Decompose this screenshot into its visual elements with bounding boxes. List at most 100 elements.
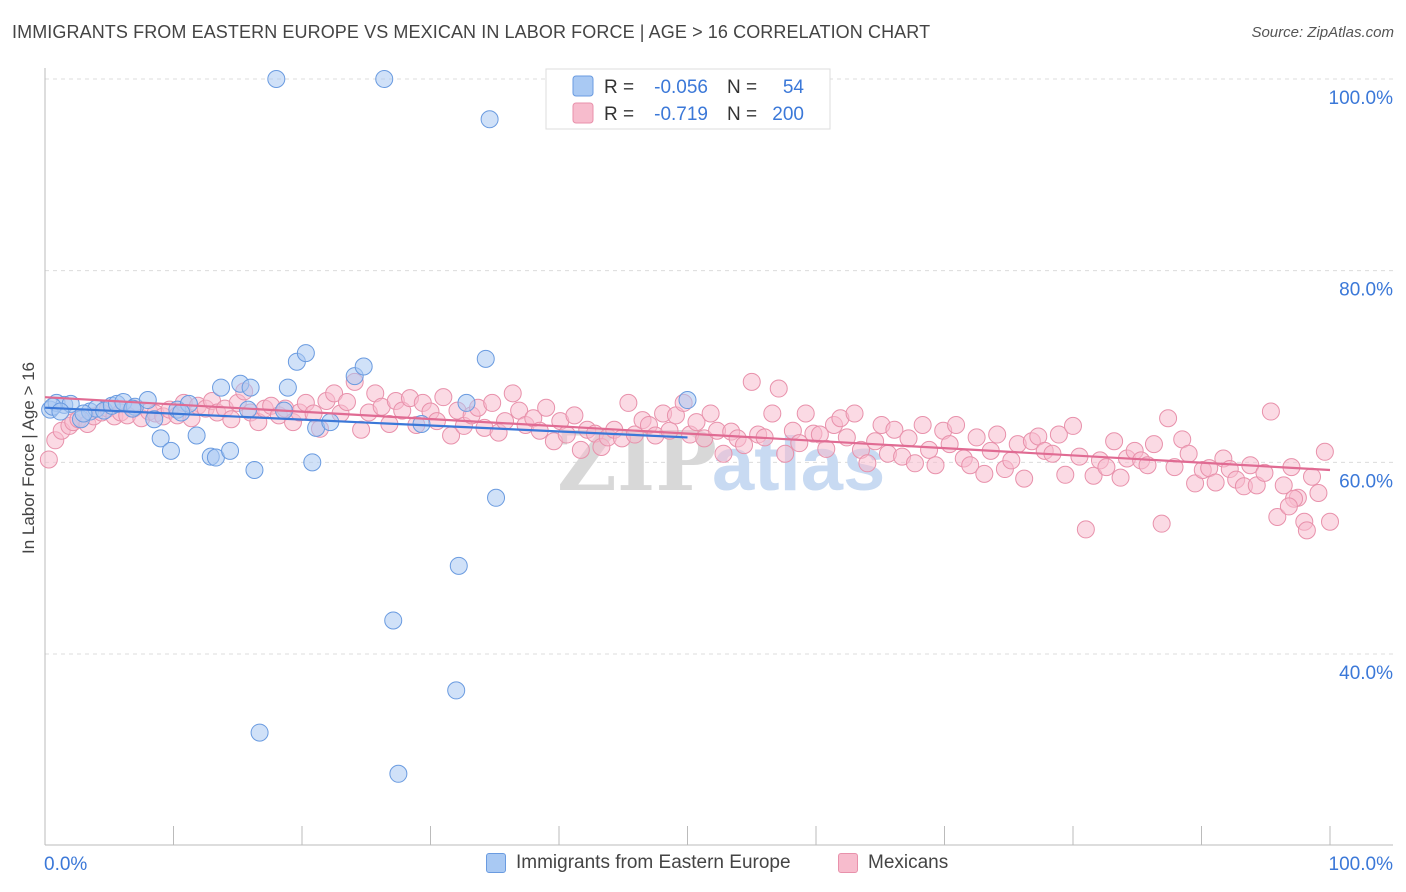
data-point-pink	[1165, 458, 1184, 477]
data-point-blue	[221, 441, 240, 460]
data-point-blue	[278, 378, 297, 397]
data-point-pink	[557, 425, 576, 444]
data-point-blue	[74, 404, 93, 423]
data-point-pink	[858, 454, 877, 473]
legend-label-mexicans: Mexicans	[868, 852, 949, 873]
eastern-europe-points	[41, 70, 697, 783]
data-point-pink	[1186, 474, 1205, 493]
data-point-pink	[926, 456, 945, 475]
chart-title: IMMIGRANTS FROM EASTERN EUROPE VS MEXICA…	[12, 22, 931, 42]
data-point-pink	[1297, 521, 1316, 540]
legend-r-value-1: -0.056	[654, 77, 708, 98]
data-point-pink	[496, 412, 515, 431]
stats-legend: R = -0.056 N = 54 R = -0.719 N = 200	[545, 68, 831, 130]
y-tick-labels: 40.0% 60.0% 80.0% 100.0%	[1329, 88, 1394, 684]
trend-line-pink	[44, 396, 1331, 472]
data-point-pink	[905, 454, 924, 473]
data-point-blue	[449, 556, 468, 575]
data-point-pink	[1144, 435, 1163, 454]
data-point-pink	[565, 406, 584, 425]
data-point-pink	[1159, 409, 1178, 428]
data-point-pink	[776, 444, 795, 463]
data-point-blue	[241, 378, 260, 397]
data-point-pink	[660, 421, 679, 440]
data-point-pink	[1105, 432, 1124, 451]
data-point-pink	[1084, 466, 1103, 485]
mexicans-points	[39, 372, 1339, 540]
legend-r-value-2: -0.719	[654, 104, 708, 125]
legend-label-eastern-europe: Immigrants from Eastern Europe	[516, 852, 791, 873]
data-point-pink	[988, 425, 1007, 444]
data-point-pink	[701, 404, 720, 423]
legend-swatch-eastern-europe	[486, 853, 506, 873]
data-point-pink	[1309, 484, 1328, 502]
data-point-pink	[337, 392, 356, 411]
y-tick-label: 40.0%	[1339, 663, 1393, 684]
legend-item-mexicans[interactable]: Mexicans	[838, 852, 948, 874]
data-point-pink	[1064, 416, 1082, 435]
data-point-pink	[975, 464, 994, 483]
data-point-pink	[796, 404, 815, 423]
data-point-pink	[1015, 469, 1034, 488]
data-point-blue	[187, 426, 206, 445]
data-point-pink	[483, 393, 502, 412]
data-point-blue	[296, 344, 315, 363]
y-tick-label: 60.0%	[1339, 471, 1393, 492]
data-point-pink	[1321, 512, 1339, 531]
data-point-pink	[1097, 458, 1116, 477]
legend-n-label-1: N =	[727, 77, 757, 98]
data-point-pink	[845, 404, 864, 423]
data-point-pink	[1179, 444, 1198, 463]
data-point-pink	[687, 413, 706, 432]
data-point-pink	[1056, 465, 1075, 484]
data-point-blue	[267, 70, 286, 88]
data-point-blue	[678, 391, 697, 410]
legend-n-label-2: N =	[727, 104, 757, 125]
data-point-pink	[961, 456, 980, 475]
data-point-blue	[487, 488, 506, 507]
data-point-blue	[480, 110, 499, 129]
data-point-pink	[866, 432, 885, 451]
data-point-blue	[384, 611, 403, 630]
data-point-pink	[1255, 463, 1274, 482]
data-point-blue	[354, 357, 373, 376]
data-point-pink	[947, 415, 966, 434]
data-point-blue	[447, 681, 466, 700]
data-point-pink	[222, 410, 241, 429]
legend-r-label-2: R =	[604, 104, 634, 125]
x-tick-labels: 0.0% 100.0%	[44, 854, 1393, 875]
data-point-pink	[913, 415, 932, 434]
data-point-pink	[769, 379, 788, 398]
legend-n-value-1: 54	[783, 77, 805, 98]
data-point-pink	[39, 450, 58, 469]
data-point-pink	[325, 384, 344, 403]
data-point-blue	[145, 410, 164, 429]
data-point-blue	[375, 70, 394, 88]
x-tick-label: 0.0%	[44, 854, 87, 875]
data-point-pink	[1049, 425, 1068, 444]
data-point-blue	[250, 723, 269, 742]
legend-n-value-2: 200	[772, 104, 804, 125]
data-point-pink	[817, 439, 836, 458]
legend-swatch-blue	[572, 75, 594, 97]
y-tick-label: 100.0%	[1329, 88, 1394, 109]
data-point-pink	[885, 420, 904, 439]
data-point-pink	[899, 429, 918, 448]
legend-item-eastern-europe[interactable]: Immigrants from Eastern Europe	[486, 852, 791, 874]
data-point-pink	[537, 398, 556, 417]
legend-r-label-1: R =	[604, 77, 634, 98]
data-point-blue	[161, 441, 180, 460]
data-point-blue	[245, 461, 264, 479]
data-point-blue	[389, 764, 408, 783]
data-point-pink	[1274, 476, 1293, 495]
data-point-pink	[763, 404, 782, 423]
bottom-legend: Immigrants from Eastern Europe Mexicans	[0, 852, 1406, 880]
data-point-blue	[476, 349, 495, 368]
data-point-pink	[352, 420, 371, 439]
y-tick-label: 80.0%	[1339, 280, 1393, 301]
data-point-pink	[1111, 468, 1130, 487]
data-point-pink	[1279, 497, 1298, 516]
data-point-pink	[1261, 402, 1280, 421]
trend-lines	[44, 396, 1331, 472]
